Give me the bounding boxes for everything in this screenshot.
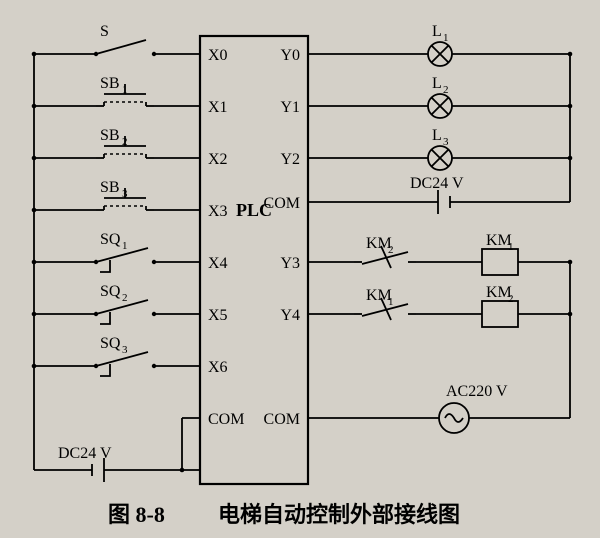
svg-text:3: 3 bbox=[122, 344, 128, 356]
svg-text:SQ: SQ bbox=[100, 231, 121, 248]
plc-output-COM-6: COM bbox=[264, 411, 300, 428]
svg-text:2: 2 bbox=[443, 84, 449, 96]
plc-output-COM-3: COM bbox=[264, 195, 300, 212]
svg-text:3: 3 bbox=[122, 188, 128, 200]
plc-output-Y2-2: Y2 bbox=[280, 151, 300, 168]
input-device-S: S bbox=[100, 23, 109, 40]
plc-input-X3: X3 bbox=[208, 203, 228, 220]
plc-input-X1: X1 bbox=[208, 99, 228, 116]
svg-text:图 8-8: 图 8-8 bbox=[108, 502, 165, 527]
plc-output-Y3-4: Y3 bbox=[280, 255, 300, 272]
svg-text:2: 2 bbox=[122, 292, 128, 304]
svg-text:L: L bbox=[432, 75, 442, 92]
svg-text:2: 2 bbox=[508, 293, 514, 305]
plc-input-com: COM bbox=[208, 411, 244, 428]
ac-supply-label: AC220 V bbox=[446, 383, 508, 400]
svg-text:1: 1 bbox=[388, 296, 394, 308]
plc-output-Y1-1: Y1 bbox=[280, 99, 300, 116]
figure-caption: 图 8-8 电梯自动控制外部接线图 bbox=[108, 502, 460, 527]
svg-text:1: 1 bbox=[443, 32, 449, 44]
svg-text:2: 2 bbox=[388, 244, 394, 256]
svg-text:SB: SB bbox=[100, 75, 120, 92]
svg-text:SQ: SQ bbox=[100, 335, 121, 352]
svg-text:1: 1 bbox=[122, 84, 128, 96]
svg-text:L: L bbox=[432, 127, 442, 144]
plc-input-X2: X2 bbox=[208, 151, 228, 168]
svg-text:SB: SB bbox=[100, 179, 120, 196]
svg-text:2: 2 bbox=[122, 136, 128, 148]
svg-text:SB: SB bbox=[100, 127, 120, 144]
plc-input-X0: X0 bbox=[208, 47, 228, 64]
plc-output-Y4-5: Y4 bbox=[280, 307, 300, 324]
svg-text:电梯自动控制外部接线图: 电梯自动控制外部接线图 bbox=[218, 502, 460, 527]
plc-output-Y0-0: Y0 bbox=[280, 47, 300, 64]
svg-text:1: 1 bbox=[508, 241, 514, 253]
svg-text:1: 1 bbox=[122, 240, 128, 252]
left-power-label: DC24 V bbox=[58, 445, 112, 462]
svg-text:3: 3 bbox=[443, 136, 449, 148]
plc-input-X5: X5 bbox=[208, 307, 228, 324]
plc-input-X6: X6 bbox=[208, 359, 228, 376]
svg-text:L: L bbox=[432, 23, 442, 40]
svg-text:SQ: SQ bbox=[100, 283, 121, 300]
lamp-supply-label: DC24 V bbox=[410, 175, 464, 192]
svg-text:S: S bbox=[100, 23, 109, 40]
plc-wiring-diagram: PLCX0X1X2X3X4X5X6COMY0Y1Y2COMY3Y4COMDC24… bbox=[0, 0, 600, 538]
plc-input-X4: X4 bbox=[208, 255, 228, 272]
